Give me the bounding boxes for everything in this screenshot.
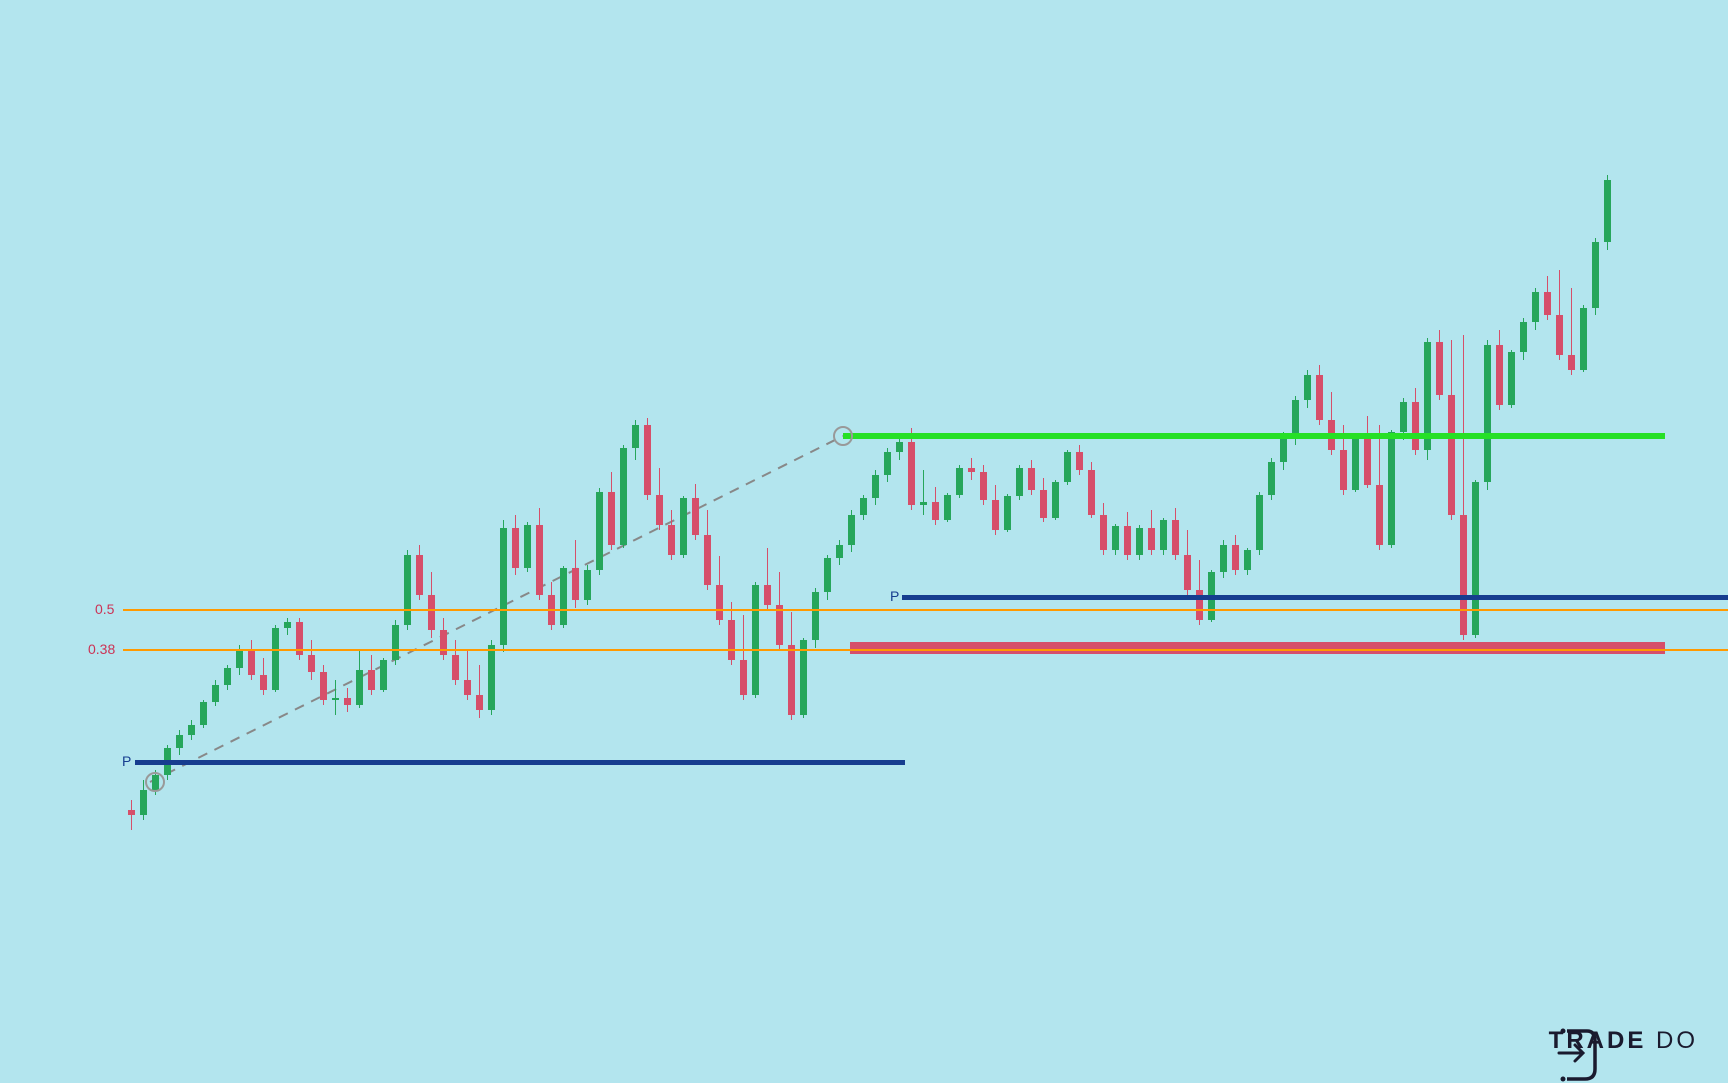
swing-marker-0 bbox=[145, 772, 165, 792]
level-label-4: P bbox=[122, 753, 131, 769]
level-line-2 bbox=[843, 433, 1665, 439]
level-label-3: P bbox=[890, 588, 899, 604]
brand-logo: TRADE DO bbox=[1549, 1027, 1698, 1055]
fib-zone bbox=[850, 642, 1665, 654]
level-label-1: 0.38 bbox=[88, 641, 115, 657]
swing-marker-1 bbox=[833, 426, 853, 446]
level-line-0 bbox=[123, 609, 1728, 611]
level-line-1 bbox=[123, 649, 1728, 651]
chart-svg bbox=[0, 0, 1728, 1080]
candlestick-chart: 0.5 0.38 P P bbox=[0, 0, 1728, 1080]
level-line-3 bbox=[902, 595, 1728, 600]
level-label-0: 0.5 bbox=[95, 601, 114, 617]
logo-icon bbox=[1549, 1027, 1597, 1083]
level-line-4 bbox=[135, 760, 905, 765]
